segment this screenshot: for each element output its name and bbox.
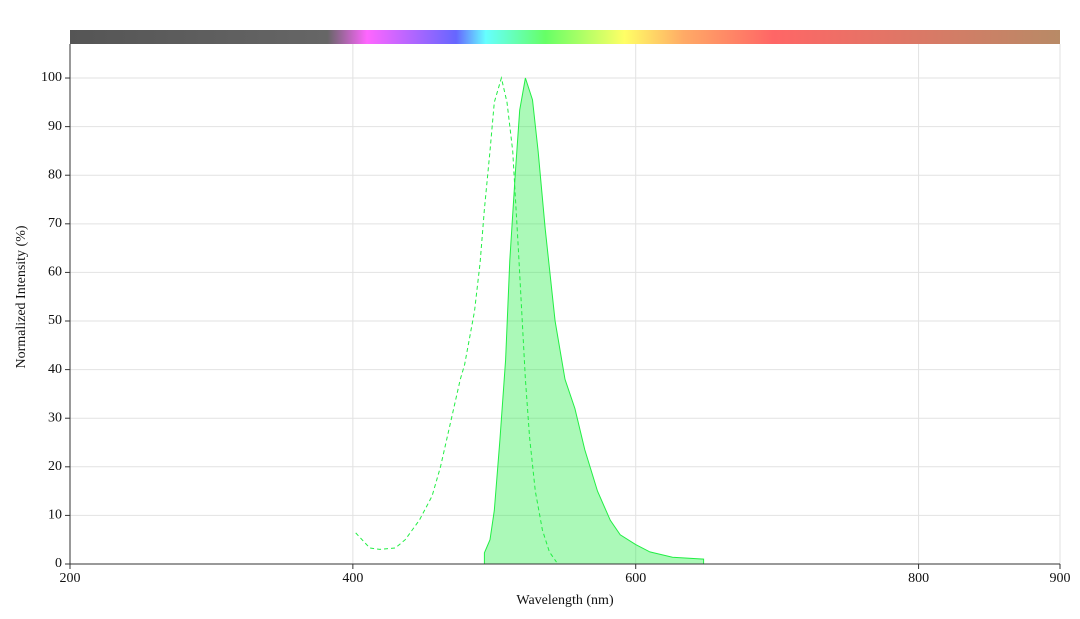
spectrum-bar — [70, 30, 1060, 44]
x-tick-label: 800 — [908, 571, 929, 586]
excitation-line — [355, 76, 557, 563]
y-tick-label: 70 — [48, 216, 62, 231]
y-axis-label: Normalized Intensity (%) — [14, 225, 29, 368]
y-tick-label: 50 — [48, 313, 62, 328]
x-tick-label: 200 — [60, 571, 81, 586]
y-tick-label: 30 — [48, 410, 62, 425]
y-tick-label: 20 — [48, 459, 62, 474]
x-tick-label: 600 — [625, 571, 646, 586]
y-tick-label: 10 — [48, 508, 62, 523]
x-axis-label: Wavelength (nm) — [516, 593, 614, 608]
y-tick-label: 40 — [48, 362, 62, 377]
y-tick-label: 80 — [48, 167, 62, 182]
x-tick-label: 900 — [1050, 571, 1071, 586]
y-tick-label: 60 — [48, 265, 62, 280]
y-tick-label: 0 — [55, 556, 62, 571]
x-tick-label: 400 — [342, 571, 363, 586]
emission-area — [483, 77, 705, 565]
y-tick-label: 90 — [48, 119, 62, 134]
y-tick-label: 100 — [41, 70, 62, 85]
